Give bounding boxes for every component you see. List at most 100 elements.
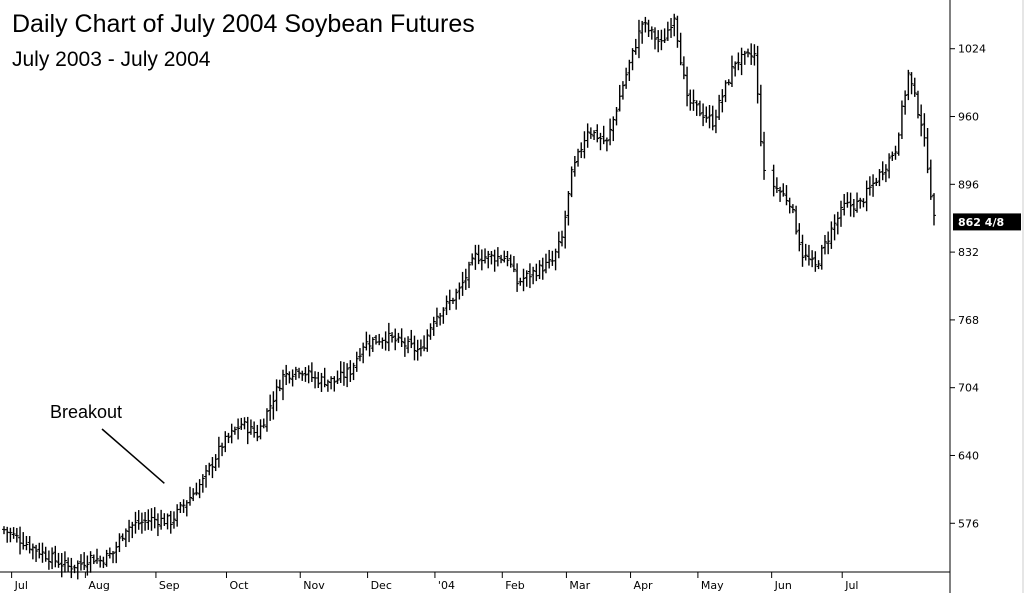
price-bar — [24, 535, 29, 551]
price-bar — [463, 268, 468, 290]
price-bar — [640, 20, 645, 44]
price-bar — [415, 339, 420, 361]
price-bar — [335, 370, 340, 385]
price-bar — [34, 544, 39, 562]
price-bar — [232, 426, 237, 435]
price-bar — [470, 253, 475, 266]
price-bar — [691, 89, 696, 111]
price-bar — [21, 532, 26, 550]
price-bar — [133, 511, 138, 534]
price-bar — [560, 230, 564, 247]
x-tick-label: '04 — [438, 579, 455, 592]
price-bar — [749, 43, 754, 65]
price-bar — [675, 15, 680, 48]
price-bar — [636, 19, 641, 59]
price-bar — [239, 417, 244, 430]
price-bar — [309, 362, 314, 383]
price-bar — [197, 479, 202, 499]
price-bar — [431, 316, 436, 336]
price-bar — [207, 462, 212, 476]
price-bar — [919, 104, 924, 137]
price-bar — [630, 48, 635, 71]
price-bar — [297, 367, 302, 379]
price-bar — [467, 261, 471, 289]
price-bar — [890, 151, 895, 161]
price-bar — [101, 556, 106, 569]
price-bar — [495, 247, 500, 267]
price-bar — [688, 89, 693, 111]
price-bar — [361, 342, 366, 364]
price-bar — [447, 289, 452, 311]
price-bar — [794, 205, 799, 235]
price-bar — [774, 177, 779, 193]
price-bar — [78, 554, 83, 571]
price-bar — [66, 557, 71, 572]
price-bar — [56, 552, 61, 568]
price-bar — [858, 197, 863, 209]
price-bar — [399, 328, 404, 347]
price-bar — [191, 488, 196, 502]
price-bar — [707, 105, 712, 129]
x-tick-label: Mar — [569, 579, 590, 592]
price-bar — [656, 30, 661, 53]
price-bar — [396, 332, 401, 343]
price-bar — [14, 527, 19, 543]
price-bar — [861, 198, 866, 208]
price-bar — [303, 366, 308, 382]
price-bar — [922, 113, 927, 147]
price-bar — [377, 333, 382, 346]
price-bar — [293, 366, 298, 380]
x-tick-label: May — [701, 579, 724, 592]
price-bar — [53, 545, 58, 568]
price-bar — [287, 371, 292, 384]
price-bar — [281, 369, 285, 401]
price-bar — [159, 509, 164, 530]
price-bar — [829, 221, 834, 249]
price-bar — [746, 48, 750, 58]
price-bar — [556, 231, 561, 259]
breakout-label: Breakout — [50, 402, 122, 422]
price-bar — [479, 249, 484, 271]
y-tick-label: 896 — [958, 178, 979, 191]
price-bar — [855, 192, 860, 213]
price-bar — [341, 361, 346, 386]
price-bar — [460, 271, 465, 296]
price-bar — [127, 519, 132, 543]
price-bar — [566, 191, 571, 226]
price-bar — [59, 553, 64, 578]
price-bar — [874, 177, 879, 186]
price-bar — [181, 499, 186, 513]
price-bar — [220, 442, 225, 457]
price-bar — [40, 542, 45, 563]
chart-title: Daily Chart of July 2004 Soybean Futures — [12, 10, 475, 38]
price-bar — [723, 80, 728, 103]
price-bar — [524, 270, 529, 287]
price-bars — [2, 13, 936, 580]
price-bar — [306, 365, 311, 384]
price-bar — [271, 391, 276, 420]
price-bar — [95, 548, 99, 564]
price-bar — [383, 331, 388, 351]
price-bar — [710, 105, 715, 131]
price-bar — [611, 116, 616, 142]
price-bar — [367, 334, 372, 357]
price-bar — [736, 52, 741, 71]
price-bar — [316, 371, 321, 388]
price-bar — [85, 555, 90, 576]
price-bar — [188, 486, 192, 506]
price-bar — [672, 13, 677, 37]
price-bar — [627, 59, 632, 81]
price-bar — [50, 547, 55, 570]
x-tick-label: Dec — [371, 579, 392, 592]
price-bar — [646, 19, 651, 37]
price-bar — [704, 106, 709, 123]
price-bar — [130, 521, 135, 539]
price-bar — [236, 418, 241, 440]
price-bar — [204, 465, 209, 488]
price-bar — [733, 61, 738, 77]
price-bar — [534, 263, 539, 282]
price-bar — [720, 89, 725, 113]
price-bar — [717, 94, 722, 121]
price-bar — [527, 263, 532, 289]
price-bar — [111, 550, 116, 564]
